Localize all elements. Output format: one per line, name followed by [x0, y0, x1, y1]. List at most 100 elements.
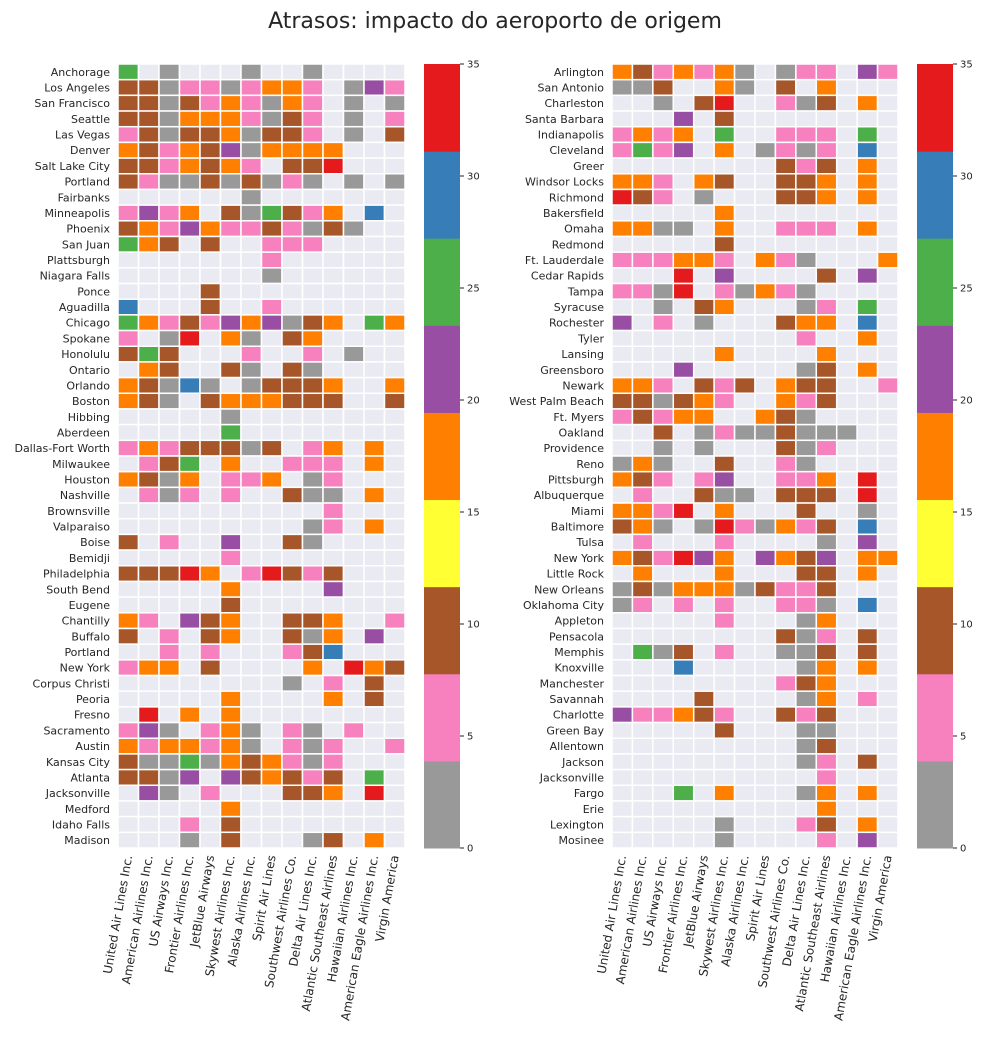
row-label: Greer — [573, 160, 604, 173]
heatmap-cell — [281, 643, 304, 661]
heatmap-cell — [158, 235, 181, 253]
heatmap-cell — [856, 643, 879, 661]
heatmap-cell — [117, 173, 140, 191]
heatmap-cell — [363, 455, 386, 473]
heatmap-cell — [117, 392, 140, 410]
heatmap-cell — [301, 815, 324, 834]
heatmap-cell — [692, 612, 715, 630]
heatmap-cell — [795, 455, 818, 473]
row-label: Fresno — [74, 709, 110, 722]
heatmap-cell — [733, 486, 756, 504]
heatmap-cell — [342, 565, 365, 583]
heatmap-cell — [240, 815, 263, 834]
heatmap-cell — [322, 753, 345, 771]
heatmap-cell — [117, 408, 140, 426]
heatmap-cell — [754, 408, 777, 426]
heatmap-cell — [754, 627, 777, 645]
heatmap-cell — [856, 251, 879, 269]
heatmap-cell — [342, 580, 365, 598]
heatmap-cell — [322, 612, 345, 630]
heatmap-cell — [281, 361, 304, 379]
heatmap-cell — [301, 784, 324, 802]
heatmap-cell — [281, 580, 304, 598]
heatmap-cell — [754, 674, 777, 692]
heatmap-cell — [342, 141, 365, 159]
heatmap-cell — [322, 643, 345, 661]
heatmap-cell — [835, 439, 858, 457]
heatmap-cell — [137, 565, 160, 583]
heatmap-cell — [137, 220, 160, 238]
row-label: Albuquerque — [534, 489, 605, 502]
heatmap-cell — [631, 517, 654, 536]
heatmap-cell — [856, 706, 879, 724]
heatmap-cell — [733, 63, 756, 81]
heatmap-cell — [219, 706, 242, 724]
heatmap-cell — [219, 565, 242, 583]
heatmap-cell — [363, 815, 386, 834]
colorbar-segment — [424, 673, 460, 762]
heatmap-cell — [652, 204, 675, 222]
heatmap-cell — [652, 627, 675, 645]
heatmap-cell — [713, 721, 736, 739]
heatmap-cell — [240, 94, 263, 112]
heatmap-cell — [137, 486, 160, 504]
heatmap-cell — [363, 345, 386, 363]
row-label: Fargo — [574, 787, 604, 800]
heatmap-cell — [260, 423, 283, 442]
heatmap-cell — [672, 423, 695, 442]
heatmap-cell — [795, 376, 818, 395]
heatmap-cell — [137, 549, 160, 567]
colorbar-tick-label: 25 — [960, 284, 973, 295]
heatmap-cell — [835, 141, 858, 159]
heatmap-cell — [240, 235, 263, 253]
heatmap-cell — [856, 659, 879, 677]
heatmap-cell — [301, 298, 324, 316]
heatmap-cell — [856, 220, 879, 238]
heatmap-cell — [383, 706, 406, 724]
heatmap-cell — [342, 408, 365, 426]
heatmap-cell — [158, 627, 181, 645]
heatmap-cell — [876, 110, 899, 128]
heatmap-cell — [672, 329, 695, 347]
heatmap-cell — [835, 721, 858, 739]
heatmap-cell — [260, 188, 283, 206]
row-label: Ft. Myers — [553, 411, 604, 424]
heatmap-cell — [301, 627, 324, 645]
heatmap-cell — [631, 345, 654, 363]
heatmap-cell — [260, 314, 283, 332]
colorbar-segment — [917, 412, 953, 501]
heatmap-cell — [199, 173, 222, 191]
heatmap-cell — [260, 345, 283, 363]
heatmap-cell — [342, 659, 365, 677]
row-label: Buffalo — [71, 630, 110, 643]
heatmap-cell — [611, 94, 634, 112]
heatmap-cell — [815, 267, 838, 285]
heatmap-cell — [652, 423, 675, 442]
heatmap-cell — [876, 737, 899, 755]
heatmap-cell — [856, 800, 879, 818]
heatmap-cell — [301, 486, 324, 504]
heatmap-cell — [137, 721, 160, 739]
heatmap-cell — [815, 361, 838, 379]
heatmap-cell — [322, 690, 345, 708]
heatmap-cell — [795, 267, 818, 285]
row-label: Minneapolis — [44, 207, 110, 220]
heatmap-cell — [631, 157, 654, 175]
heatmap-cell — [795, 141, 818, 159]
heatmap-cell — [611, 204, 634, 222]
colorbar-segment — [917, 325, 953, 413]
heatmap-cell — [672, 345, 695, 363]
heatmap-cell — [137, 439, 160, 457]
heatmap-cell — [754, 690, 777, 708]
heatmap-cell — [795, 612, 818, 630]
heatmap-cell — [733, 659, 756, 677]
heatmap-cell — [774, 423, 797, 442]
heatmap-cell — [342, 345, 365, 363]
heatmap-cell — [733, 204, 756, 222]
heatmap-cell — [754, 815, 777, 834]
heatmap-cell — [363, 94, 386, 112]
heatmap-cell — [137, 502, 160, 520]
heatmap-cell — [158, 768, 181, 787]
heatmap-cell — [178, 612, 201, 630]
